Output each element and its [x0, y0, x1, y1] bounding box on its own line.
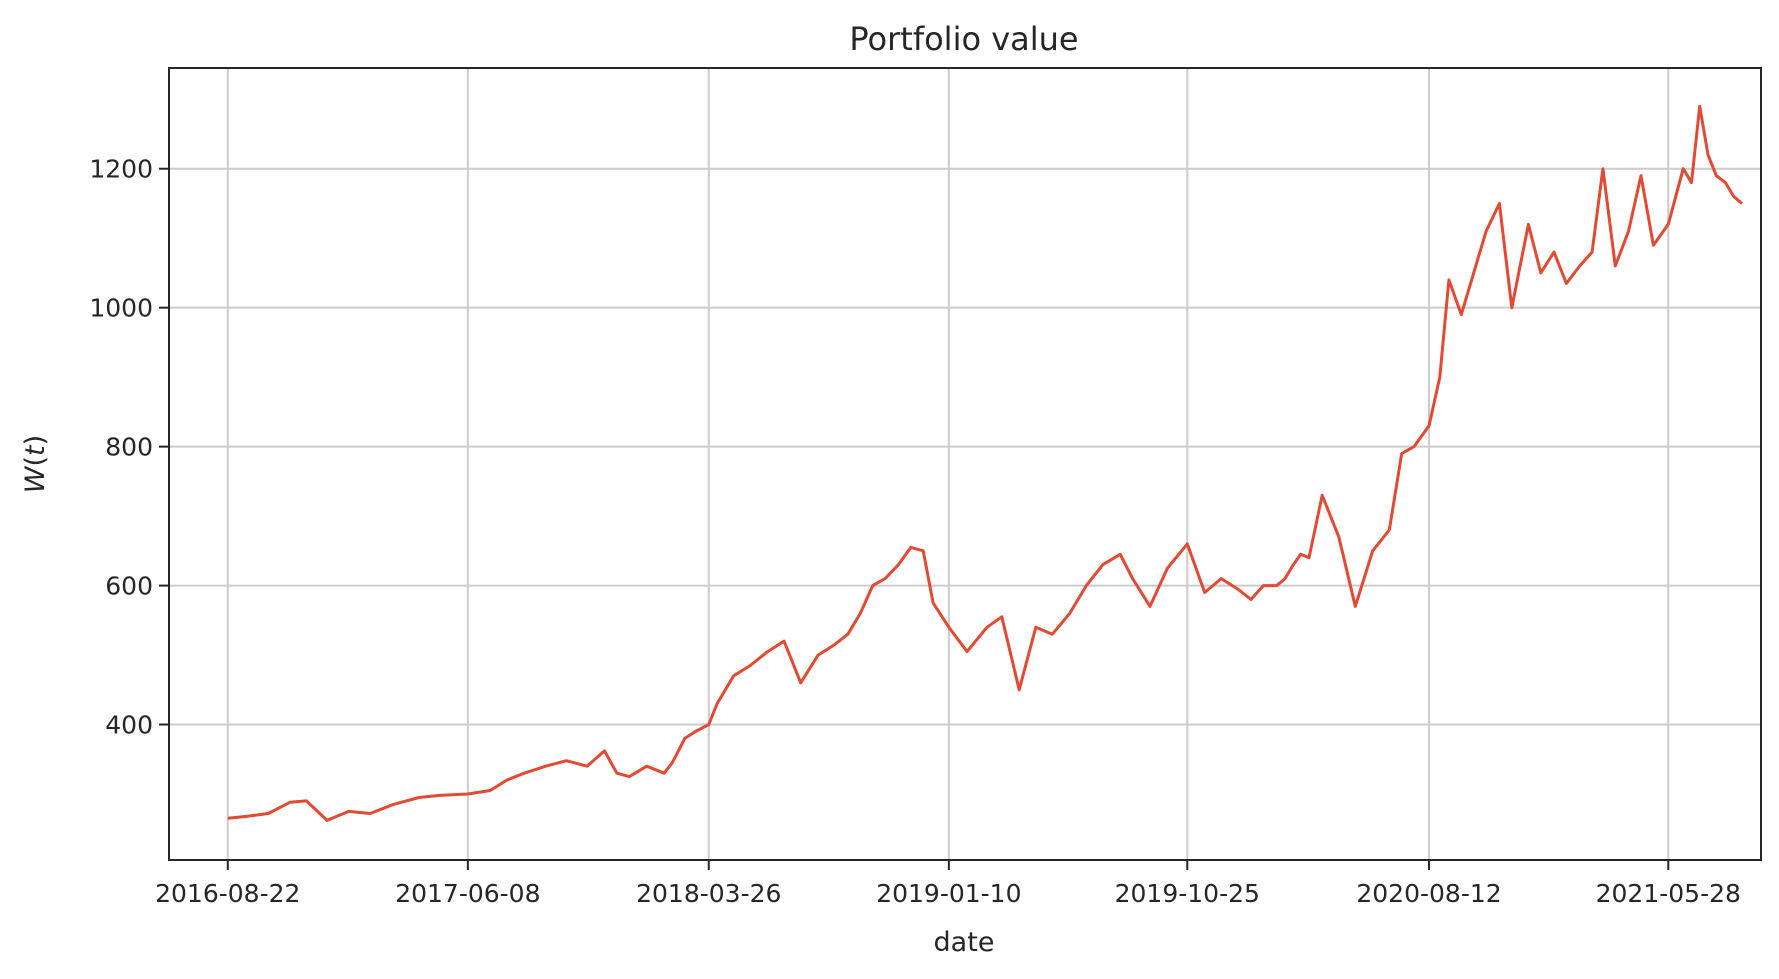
x-tick-label: 2017-06-08: [395, 879, 540, 908]
y-tick-label: 400: [105, 711, 153, 740]
chart-title: Portfolio value: [849, 20, 1078, 58]
y-tick-label: 600: [105, 572, 153, 601]
x-ticks: 2016-08-22 2017-06-08 2018-03-26 2019-01-10…: [155, 860, 1741, 908]
x-axis-label: date: [934, 927, 995, 958]
y-ticks: 400 600 800 1000 1200: [89, 155, 169, 740]
x-tick-label: 2019-01-10: [876, 879, 1021, 908]
x-tick-label: 2021-05-28: [1596, 879, 1741, 908]
plot-frame: [168, 67, 1762, 861]
x-tick-label: 2016-08-22: [155, 879, 300, 908]
y-tick-label: 800: [105, 433, 153, 462]
x-tick-label: 2018-03-26: [636, 879, 781, 908]
x-tick-label: 2019-10-25: [1115, 879, 1260, 908]
y-tick-label: 1000: [89, 294, 153, 323]
x-tick-label: 2020-08-12: [1356, 879, 1501, 908]
grid: [169, 68, 1761, 860]
y-axis-label: W(t): [20, 435, 51, 493]
series-line: [227, 104, 1743, 822]
y-tick-label: 1200: [89, 155, 153, 184]
